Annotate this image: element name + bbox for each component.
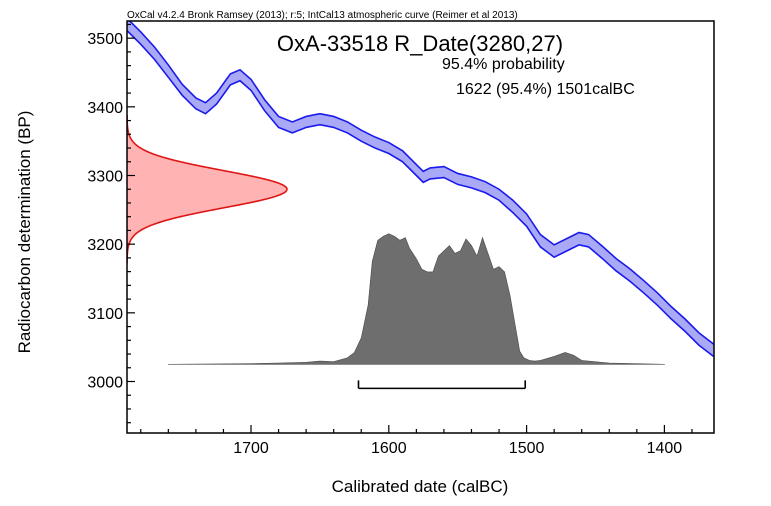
y-tick-label: 3500 — [87, 31, 123, 48]
y-tick-label: 3100 — [87, 306, 123, 323]
radiocarbon-distribution-fill — [127, 115, 287, 264]
y-tick-label: 3200 — [87, 237, 123, 254]
calibration-curve-upper — [128, 21, 714, 346]
chart-credit: OxCal v4.2.4 Bronk Ramsey (2013); r:5; I… — [127, 10, 518, 21]
y-tick-label: 3300 — [87, 169, 123, 186]
probability-label: 95.4% probability — [442, 56, 565, 73]
plot-frame — [126, 20, 715, 434]
calibration-curve-lower — [127, 30, 714, 358]
x-axis-title: Calibrated date (calBC) — [332, 477, 509, 496]
range-label: 1622 (95.4%) 1501calBC — [456, 81, 635, 98]
x-tick-label: 1500 — [509, 440, 545, 457]
y-tick-label: 3000 — [87, 375, 123, 392]
y-axis-title: Radiocarbon determination (BP) — [15, 111, 34, 354]
calibrated-distribution — [167, 233, 666, 365]
y-tick-label: 3400 — [87, 100, 123, 117]
x-tick-label: 1600 — [371, 440, 407, 457]
axis-ticks: 1700 1600 1500 1400 3000 3100 3200 3300 3400 3500 — [87, 23, 693, 457]
radiocarbon-distribution-line — [127, 115, 288, 264]
chart-title: OxA-33518 R_Date(3280,27) — [277, 31, 563, 56]
plot-area — [127, 21, 714, 390]
x-tick-label: 1400 — [647, 440, 683, 457]
x-tick-label: 1700 — [233, 440, 269, 457]
